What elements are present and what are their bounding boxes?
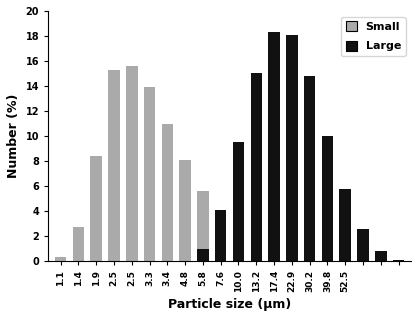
- Bar: [339, 189, 351, 261]
- Bar: [250, 73, 262, 261]
- Bar: [197, 191, 209, 261]
- Bar: [215, 220, 227, 261]
- Bar: [162, 123, 173, 261]
- Bar: [322, 136, 333, 261]
- Bar: [357, 229, 369, 261]
- Bar: [286, 35, 298, 261]
- Bar: [126, 66, 138, 261]
- Bar: [233, 142, 244, 261]
- Bar: [250, 255, 262, 261]
- Bar: [144, 87, 155, 261]
- Bar: [73, 227, 84, 261]
- X-axis label: Particle size (μm): Particle size (μm): [168, 298, 291, 311]
- Bar: [90, 156, 102, 261]
- Bar: [233, 237, 244, 261]
- Legend: Small, Large: Small, Large: [341, 17, 405, 56]
- Bar: [179, 160, 191, 261]
- Bar: [393, 260, 404, 261]
- Bar: [375, 251, 387, 261]
- Bar: [304, 76, 316, 261]
- Bar: [197, 249, 209, 261]
- Bar: [108, 70, 120, 261]
- Bar: [215, 210, 227, 261]
- Bar: [55, 257, 66, 261]
- Y-axis label: Number (%): Number (%): [7, 94, 20, 178]
- Bar: [268, 32, 280, 261]
